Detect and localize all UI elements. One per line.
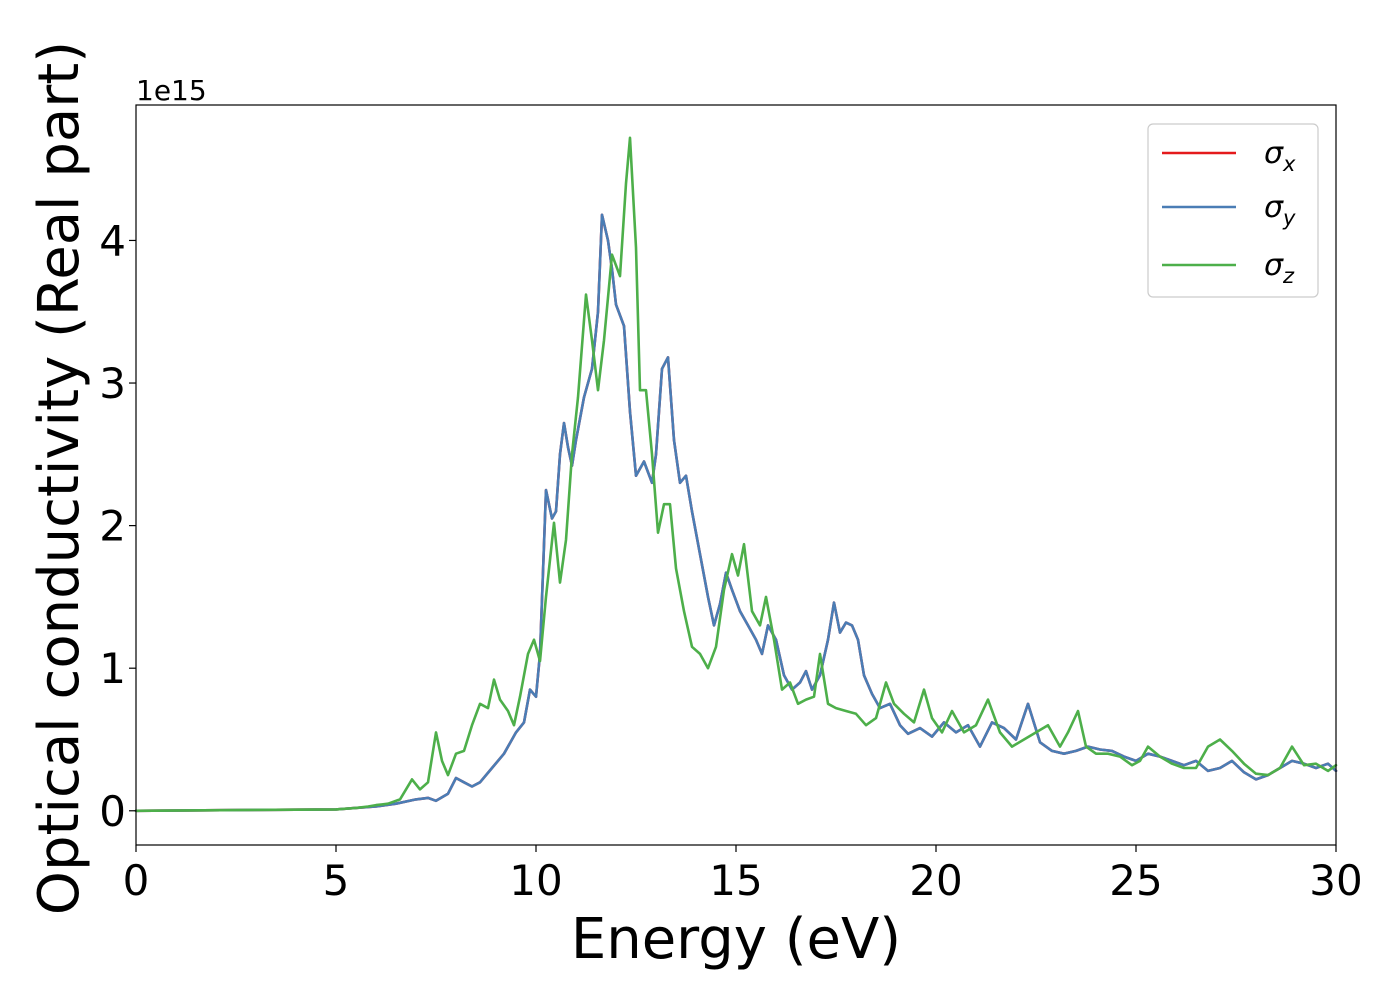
legend-label-sigma-y: σy: [1264, 190, 1296, 230]
legend: σx σy σz: [1147, 123, 1319, 298]
x-tick-label: 30: [1309, 856, 1362, 905]
x-tick-label: 0: [123, 856, 150, 905]
legend-label-sigma-z: σz: [1264, 248, 1295, 288]
x-tick-label: 25: [1109, 856, 1162, 905]
y-tick-label: 1: [99, 644, 126, 693]
legend-label-sigma-x: σx: [1264, 136, 1296, 176]
y-tick-label: 0: [99, 787, 126, 836]
y-tick-label: 4: [99, 216, 126, 265]
series-line-sigma-y: [134, 213, 1338, 813]
y-axis: 0 1 2 3 4: [99, 216, 136, 836]
y-tick-label: 2: [99, 502, 126, 551]
y-offset-label: 1e15: [136, 74, 207, 107]
x-tick-label: 20: [909, 856, 962, 905]
series-line-sigma-z: [134, 136, 1338, 813]
x-tick-label: 10: [509, 856, 562, 905]
plot-lines: [134, 136, 1338, 813]
x-axis: 0 5 10 15 20 25 30: [123, 845, 1363, 905]
legend-box: [1147, 123, 1319, 298]
x-axis-label: Energy (eV): [571, 907, 901, 972]
x-tick-label: 15: [709, 856, 762, 905]
x-tick-label: 5: [323, 856, 350, 905]
y-tick-label: 3: [99, 359, 126, 408]
y-axis-label: Optical conductivity (Real part): [27, 41, 92, 915]
